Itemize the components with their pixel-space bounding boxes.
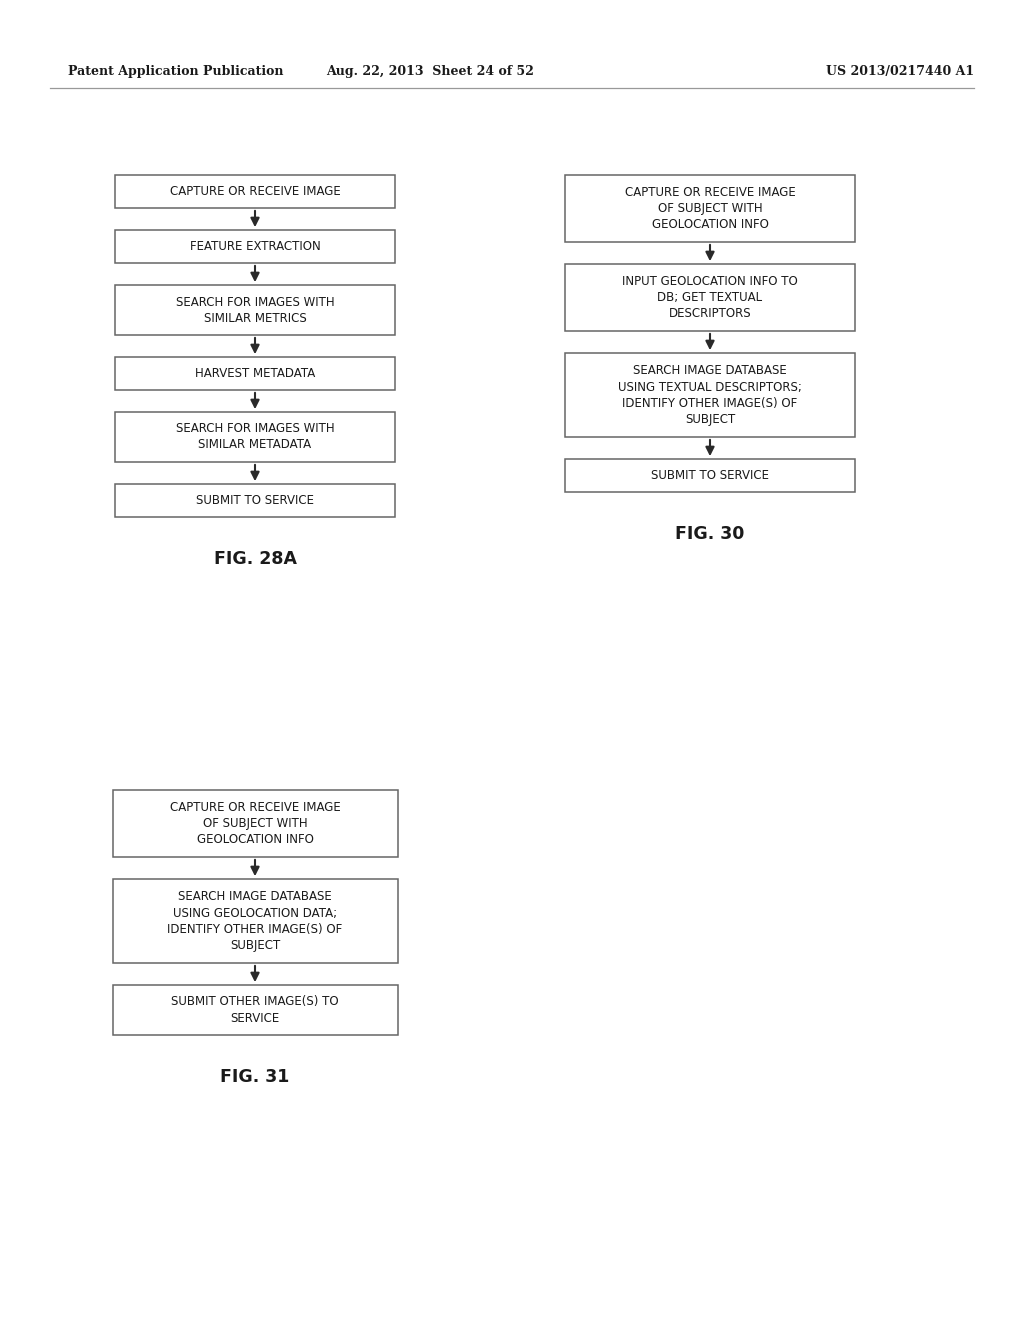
Text: SEARCH IMAGE DATABASE
USING GEOLOCATION DATA;
IDENTIFY OTHER IMAGE(S) OF
SUBJECT: SEARCH IMAGE DATABASE USING GEOLOCATION … [167, 891, 343, 952]
Bar [565, 459, 855, 492]
Text: US 2013/0217440 A1: US 2013/0217440 A1 [826, 66, 974, 78]
Bar [113, 789, 397, 857]
Bar [115, 356, 395, 389]
Bar [115, 176, 395, 209]
Bar [565, 176, 855, 242]
Bar [565, 264, 855, 331]
Text: CAPTURE OR RECEIVE IMAGE
OF SUBJECT WITH
GEOLOCATION INFO: CAPTURE OR RECEIVE IMAGE OF SUBJECT WITH… [625, 186, 796, 231]
Text: CAPTURE OR RECEIVE IMAGE
OF SUBJECT WITH
GEOLOCATION INFO: CAPTURE OR RECEIVE IMAGE OF SUBJECT WITH… [170, 801, 340, 846]
Text: HARVEST METADATA: HARVEST METADATA [195, 367, 315, 380]
Bar [115, 412, 395, 462]
Bar [113, 879, 397, 964]
Text: Patent Application Publication: Patent Application Publication [68, 66, 284, 78]
Bar [115, 285, 395, 335]
Text: SEARCH FOR IMAGES WITH
SIMILAR METRICS: SEARCH FOR IMAGES WITH SIMILAR METRICS [176, 296, 334, 325]
Text: FIG. 28A: FIG. 28A [213, 550, 297, 568]
Text: CAPTURE OR RECEIVE IMAGE: CAPTURE OR RECEIVE IMAGE [170, 185, 340, 198]
Text: FEATURE EXTRACTION: FEATURE EXTRACTION [189, 240, 321, 253]
Text: FIG. 30: FIG. 30 [675, 525, 744, 543]
Bar [565, 352, 855, 437]
Text: SUBMIT TO SERVICE: SUBMIT TO SERVICE [651, 469, 769, 482]
Bar [113, 985, 397, 1035]
Text: SUBMIT OTHER IMAGE(S) TO
SERVICE: SUBMIT OTHER IMAGE(S) TO SERVICE [171, 995, 339, 1024]
Text: SUBMIT TO SERVICE: SUBMIT TO SERVICE [196, 494, 314, 507]
Bar [115, 230, 395, 263]
Bar [115, 484, 395, 517]
Text: SEARCH FOR IMAGES WITH
SIMILAR METADATA: SEARCH FOR IMAGES WITH SIMILAR METADATA [176, 422, 334, 451]
Text: SEARCH IMAGE DATABASE
USING TEXTUAL DESCRIPTORS;
IDENTIFY OTHER IMAGE(S) OF
SUBJ: SEARCH IMAGE DATABASE USING TEXTUAL DESC… [618, 364, 802, 425]
Text: FIG. 31: FIG. 31 [220, 1068, 290, 1086]
Text: Aug. 22, 2013  Sheet 24 of 52: Aug. 22, 2013 Sheet 24 of 52 [326, 66, 534, 78]
Text: INPUT GEOLOCATION INFO TO
DB; GET TEXTUAL
DESCRIPTORS: INPUT GEOLOCATION INFO TO DB; GET TEXTUA… [623, 275, 798, 319]
